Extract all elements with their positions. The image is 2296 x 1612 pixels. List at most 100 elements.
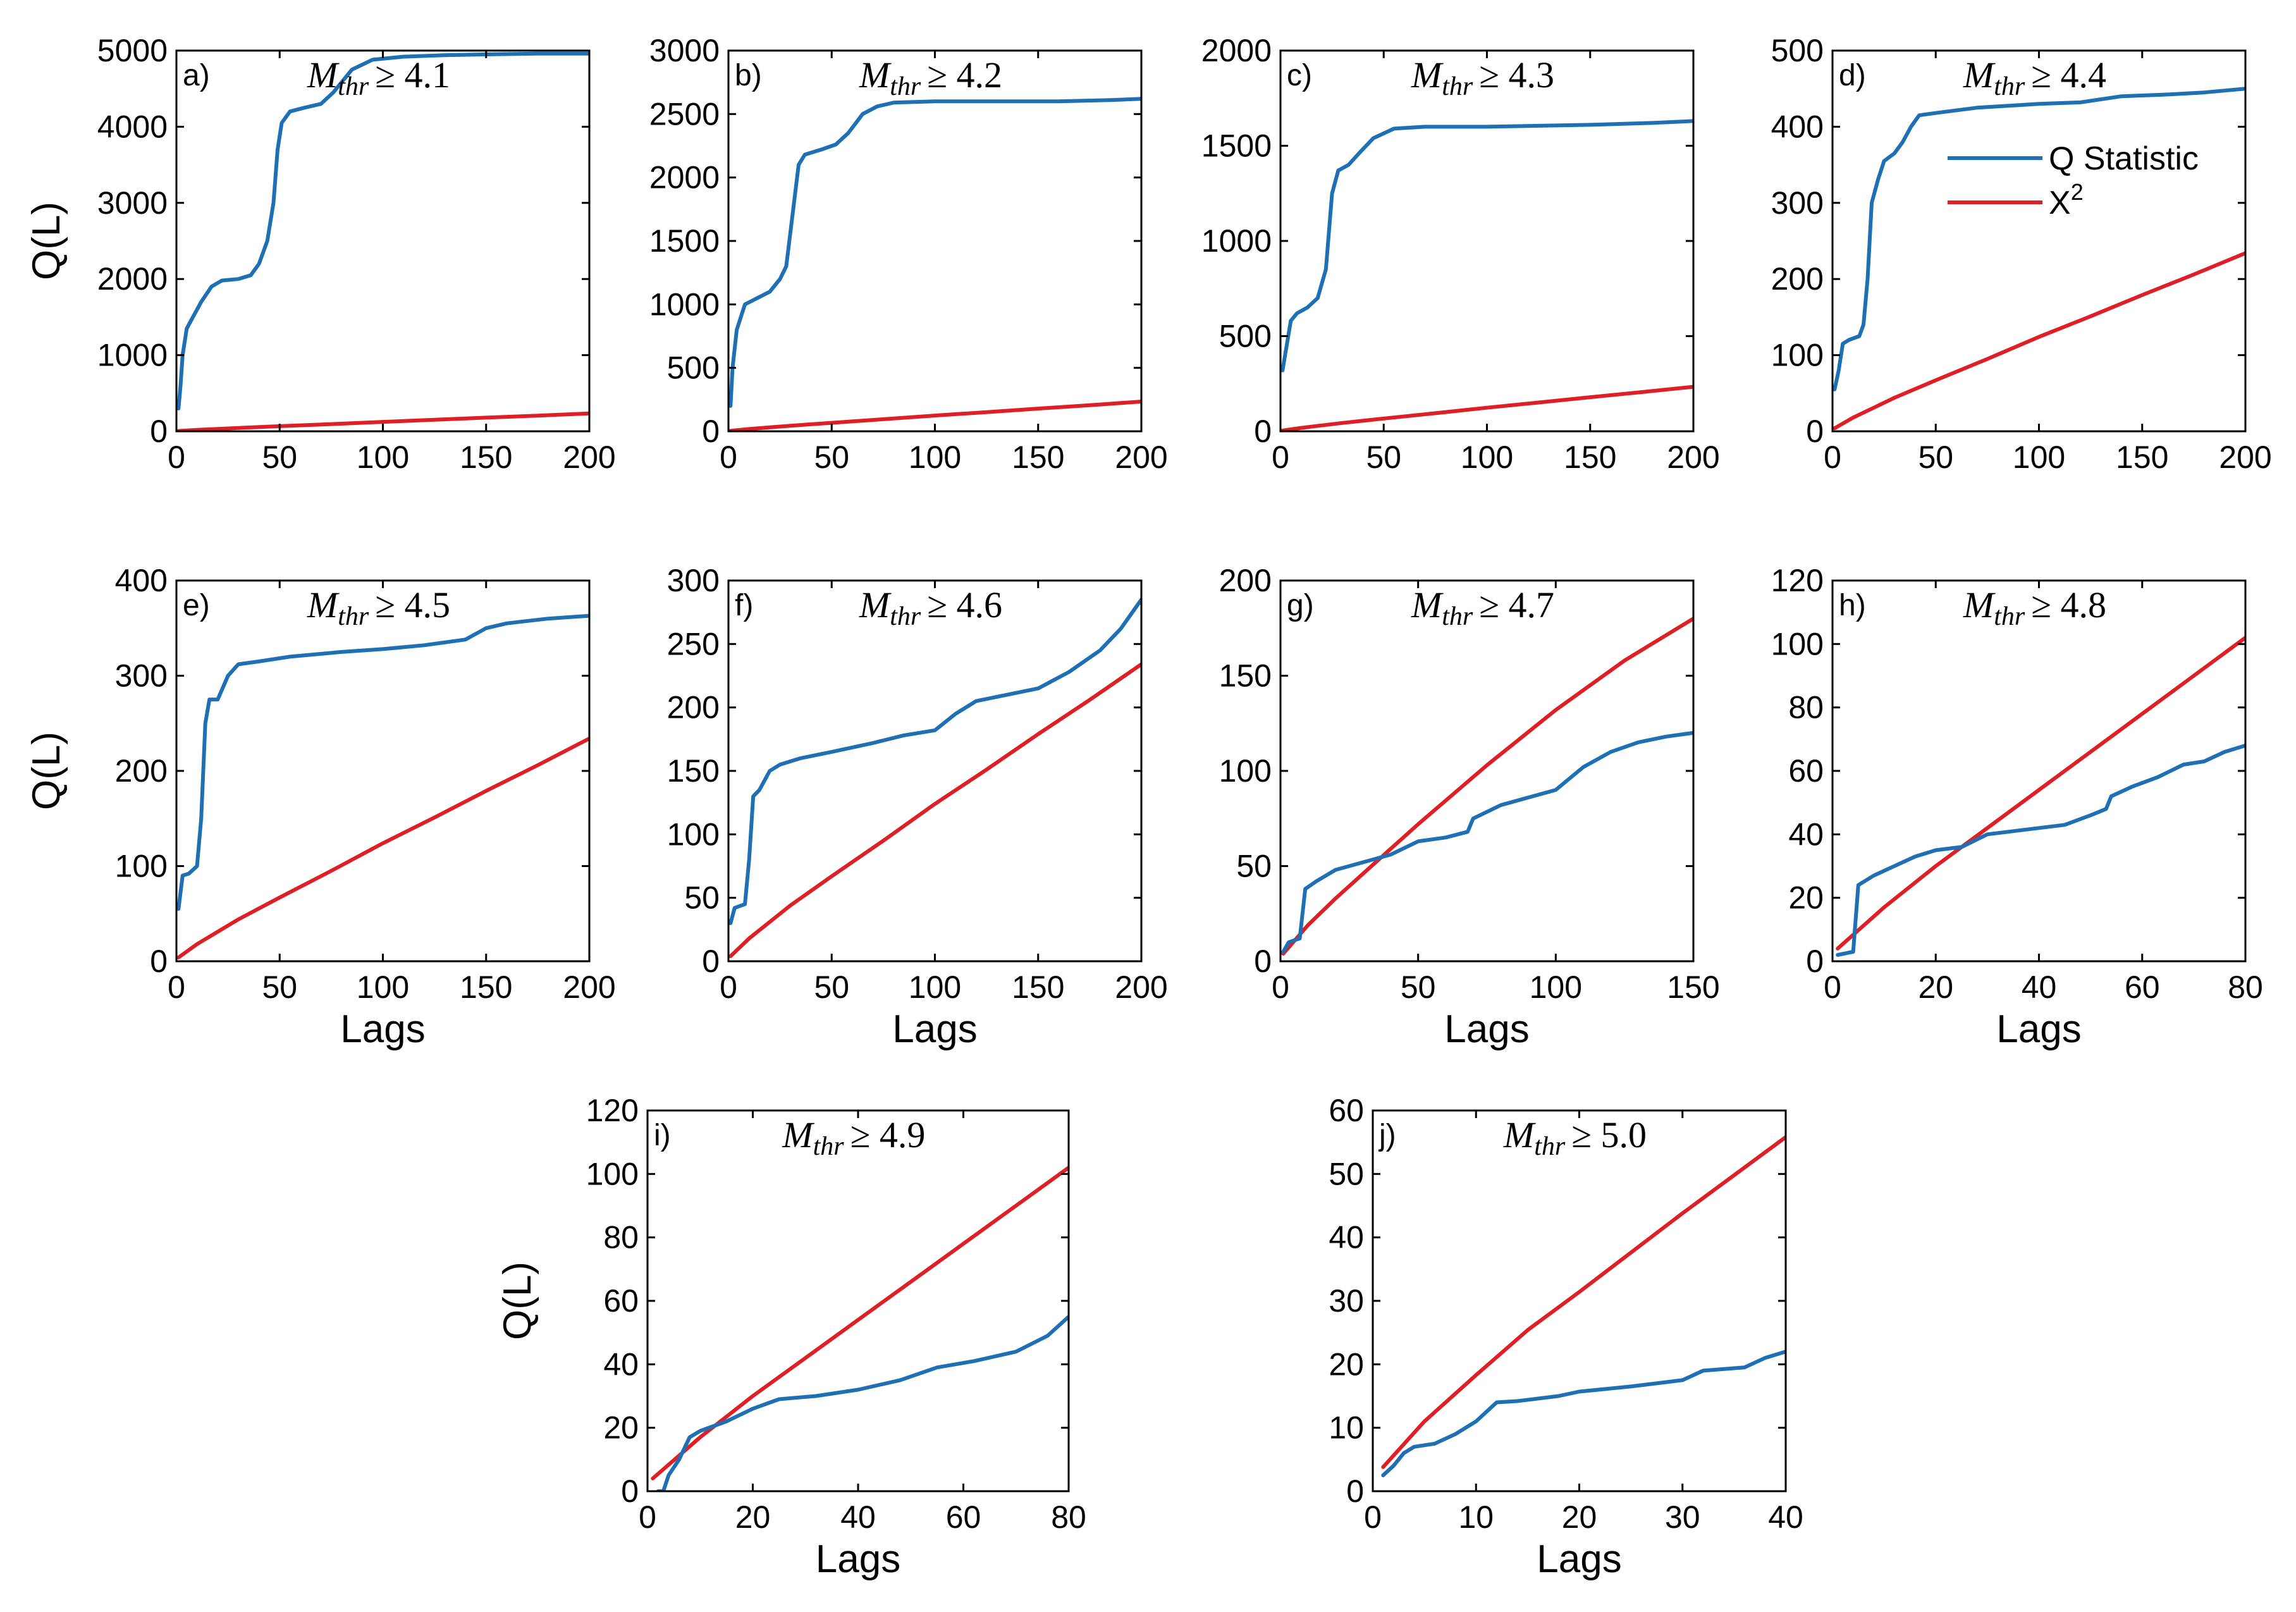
x-tick-label: 50	[1366, 440, 1401, 475]
chi2-series-line	[1280, 385, 1693, 431]
y-tick-label: 3000	[97, 185, 168, 221]
title-threshold: ≥ 4.7	[1479, 584, 1554, 625]
y-tick-label: 40	[603, 1346, 639, 1382]
q-statistic-series-line	[176, 51, 589, 410]
title-threshold: ≥ 4.8	[2031, 584, 2106, 625]
panel-title: Mthr ≥ 4.5	[307, 584, 450, 631]
x-tick-label: 0	[168, 969, 185, 1005]
y-tick-label: 0	[1254, 944, 1272, 979]
y-tick-label: 40	[1788, 816, 1824, 852]
x-tick-label: 100	[2013, 440, 2065, 475]
chi2-series-line	[1381, 1135, 1786, 1469]
x-tick-label: 150	[1667, 969, 1719, 1005]
x-tick-label: 0	[168, 440, 185, 475]
y-tick-label: 100	[1219, 753, 1272, 789]
y-tick-label: 200	[115, 753, 168, 789]
panel-label: b)	[735, 59, 762, 92]
y-tick-label: 60	[1329, 1093, 1364, 1128]
y-tick-label: 300	[667, 563, 720, 598]
y-tick-label: 60	[603, 1283, 639, 1319]
axes-frame	[1831, 49, 2247, 433]
y-axis-label: Q(L)	[25, 732, 68, 810]
panel-label: h)	[1839, 589, 1866, 622]
x-tick-label: 100	[357, 969, 409, 1005]
x-tick-label: 200	[1667, 440, 1719, 475]
x-tick-label: 150	[460, 969, 512, 1005]
axes-frame	[175, 49, 591, 433]
y-tick-label: 1500	[1201, 128, 1272, 164]
panel-title: Mthr ≥ 4.3	[1411, 54, 1554, 101]
y-tick-label: 1500	[649, 223, 720, 259]
x-tick-label: 80	[1051, 1499, 1086, 1535]
y-tick-label: 120	[586, 1093, 639, 1128]
panel-label: c)	[1287, 59, 1312, 92]
y-tick-label: 2000	[1201, 33, 1272, 68]
chart-panel: 0 50 100 150 200 0 100 200 300 400 e) Mthr ≥ 4.5 Lags…	[25, 563, 616, 1051]
title-variable: M	[859, 54, 892, 95]
chi2-series-line	[1836, 636, 2245, 951]
q-statistic-series-line	[656, 1315, 1069, 1491]
x-tick-label: 0	[639, 1499, 656, 1535]
y-tick-label: 20	[603, 1410, 639, 1446]
x-tick-label: 0	[720, 969, 737, 1005]
x-tick-label: 20	[1918, 969, 1953, 1005]
title-subscript: thr	[338, 72, 369, 101]
y-tick-label: 4000	[97, 109, 168, 144]
x-tick-label: 100	[1461, 440, 1513, 475]
title-subscript: thr	[813, 1132, 845, 1161]
panel-title: Mthr ≥ 5.0	[1503, 1114, 1647, 1161]
title-threshold: ≥ 4.4	[2031, 54, 2106, 95]
x-tick-label: 50	[262, 969, 297, 1005]
y-tick-label: 80	[603, 1220, 639, 1255]
y-axis-label: Q(L)	[25, 202, 68, 280]
title-variable: M	[1503, 1114, 1536, 1155]
y-tick-label: 2500	[649, 96, 720, 132]
x-tick-label: 30	[1665, 1499, 1700, 1535]
y-tick-label: 2000	[649, 160, 720, 195]
y-tick-label: 100	[1771, 338, 1824, 373]
x-axis-label: Lags	[1444, 1007, 1529, 1051]
title-variable: M	[782, 1114, 814, 1155]
y-tick-label: 20	[1329, 1346, 1364, 1382]
x-axis-label: Lags	[1537, 1537, 1621, 1581]
legend-chi2-base: X	[2049, 185, 2071, 221]
y-tick-label: 0	[1806, 944, 1824, 979]
legend-chi2-superscript: 2	[2071, 179, 2084, 205]
y-tick-label: 0	[150, 414, 168, 449]
y-tick-label: 0	[1806, 414, 1824, 449]
chart-panel: 0 20 40 60 80 0 20 40 60 80 100 120 i) Mthr ≥ 4.9 Lags Q…	[496, 1093, 1086, 1581]
y-tick-label: 1000	[649, 286, 720, 322]
y-tick-label: 120	[1771, 563, 1824, 598]
x-tick-label: 150	[460, 440, 512, 475]
y-tick-label: 5000	[97, 33, 168, 68]
panel-label: a)	[183, 59, 210, 92]
y-axis-label: Q(L)	[496, 1262, 539, 1340]
y-tick-label: 0	[702, 414, 720, 449]
y-tick-label: 200	[667, 690, 720, 725]
panel-title: Mthr ≥ 4.7	[1411, 584, 1554, 631]
x-tick-label: 150	[2116, 440, 2168, 475]
y-tick-label: 300	[1771, 185, 1824, 221]
x-tick-label: 200	[1115, 969, 1167, 1005]
q-statistic-series-line	[1836, 743, 2245, 957]
x-tick-label: 150	[1564, 440, 1616, 475]
y-tick-label: 100	[115, 849, 168, 884]
x-tick-label: 40	[1768, 1499, 1803, 1535]
y-tick-label: 0	[150, 944, 168, 979]
y-tick-label: 1000	[1201, 223, 1272, 259]
y-tick-label: 0	[1254, 414, 1272, 449]
q-statistic-series-line	[1833, 87, 2245, 391]
title-variable: M	[1963, 54, 1996, 95]
y-tick-label: 500	[1219, 319, 1272, 354]
title-variable: M	[1411, 54, 1444, 95]
legend-chi2-label: X2	[2049, 179, 2084, 221]
title-threshold: ≥ 4.1	[375, 54, 450, 95]
panel-label: i)	[654, 1119, 671, 1152]
title-variable: M	[307, 54, 340, 95]
q-statistic-series-line	[728, 598, 1141, 925]
y-tick-label: 500	[667, 350, 720, 386]
y-tick-label: 50	[1329, 1156, 1364, 1191]
title-subscript: thr	[890, 72, 921, 101]
x-tick-label: 20	[1562, 1499, 1597, 1535]
